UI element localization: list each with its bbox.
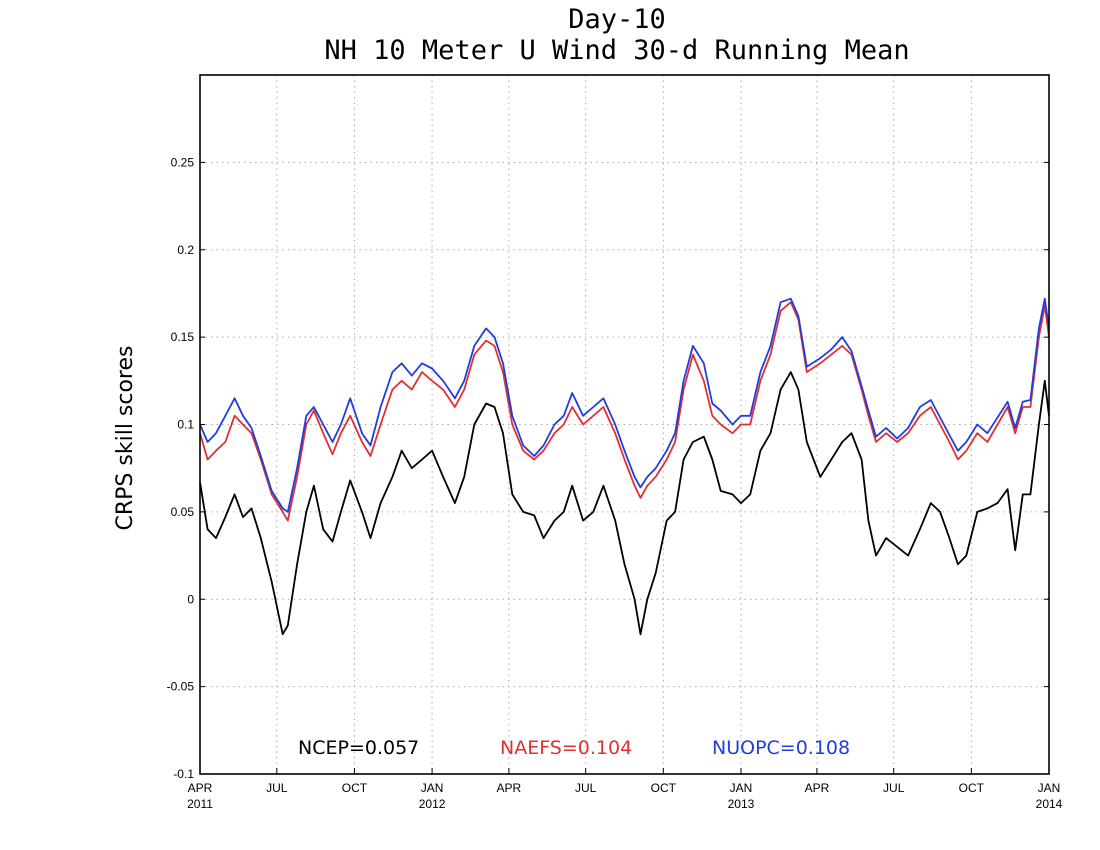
legend: NCEP=0.057 NAEFS=0.104 NUOPC=0.108 <box>298 737 850 759</box>
legend-entry-ncep: NCEP=0.057 <box>298 737 419 759</box>
legend-entry-naefs: NAEFS=0.104 <box>500 737 632 759</box>
y-tick-label: 0.15 <box>171 330 195 344</box>
series-layer <box>199 297 1050 636</box>
x-tick-label: JAN <box>1038 781 1061 795</box>
x-tick-label: OCT <box>959 781 985 795</box>
x-tick-label: JUL <box>575 781 597 795</box>
legend-entry-nuopc: NUOPC=0.108 <box>712 737 850 759</box>
x-tick-label: APR <box>188 781 213 795</box>
x-tick-label: APR <box>497 781 522 795</box>
x-tick-year: 2012 <box>419 797 446 811</box>
x-tick-label: JAN <box>730 781 753 795</box>
x-tick-year: 2011 <box>187 797 213 811</box>
x-tick-label: OCT <box>342 781 368 795</box>
y-tick-label: 0.2 <box>177 243 194 257</box>
axis-ticks: -0.1 -0.05 0 0.05 0.1 0.15 0.2 0.25 APR 2011 JUL OC… <box>167 155 1063 811</box>
y-tick-label: 0.1 <box>177 418 194 432</box>
x-tick-label: JUL <box>883 781 905 795</box>
y-tick-label: -0.05 <box>167 680 195 694</box>
y-tick-label: 0 <box>187 592 194 606</box>
chart-title: Day-10 <box>568 4 666 35</box>
chart-subtitle: NH 10 Meter U Wind 30-d Running Mean <box>324 35 909 66</box>
series-line-ncep <box>199 371 1050 636</box>
y-axis-label: CRPS skill scores <box>113 346 138 531</box>
x-tick-label: OCT <box>651 781 677 795</box>
y-tick-label: 0.05 <box>171 505 195 519</box>
series-line-naefs <box>199 301 1050 522</box>
x-tick-year: 2013 <box>728 797 755 811</box>
gridlines <box>200 75 1049 774</box>
x-tick-label: APR <box>805 781 830 795</box>
y-tick-label: -0.1 <box>173 767 194 781</box>
y-tick-label: 0.25 <box>171 155 195 169</box>
x-tick-label: JAN <box>421 781 444 795</box>
series-line-nuopc <box>199 297 1050 513</box>
x-tick-year: 2014 <box>1036 797 1063 811</box>
x-tick-label: JUL <box>266 781 288 795</box>
